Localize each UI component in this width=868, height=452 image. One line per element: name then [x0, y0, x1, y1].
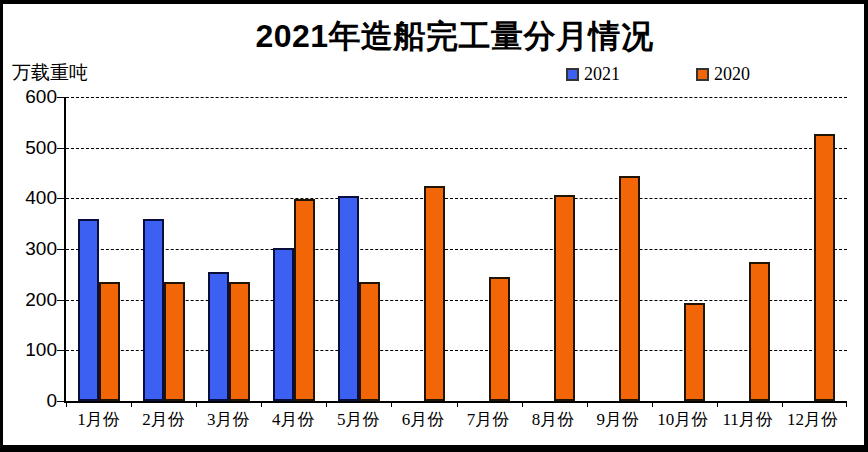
chart-frame: 2021年造船完工量分月情况 万载重吨 2021 2020 0 100 200 300…	[0, 0, 868, 452]
bar-group-11月份	[717, 97, 782, 401]
bar-group-2月份	[131, 97, 196, 401]
x-tick-mark-2	[196, 402, 197, 407]
y-tick-mark-600	[57, 97, 66, 98]
bar-group-4月份	[261, 97, 326, 401]
bar-group-10月份	[652, 97, 717, 401]
y-tick-mark-300	[57, 249, 66, 250]
x-axis-label-3月份: 3月份	[196, 408, 261, 431]
legend-item-2020: 2020	[696, 64, 750, 85]
bar-2021-1月份	[78, 219, 99, 401]
x-axis-label-6月份: 6月份	[391, 408, 456, 431]
x-tick-mark-4	[326, 402, 327, 407]
x-tick-mark-10	[717, 402, 718, 407]
bar-2020-2月份	[164, 282, 185, 401]
x-axis-label-5月份: 5月份	[326, 408, 391, 431]
y-tick-mark-500	[57, 148, 66, 149]
bar-2020-6月份	[424, 186, 445, 401]
bar-group-6月份	[391, 97, 456, 401]
legend-label-2020: 2020	[714, 64, 750, 85]
x-axis-label-4月份: 4月份	[261, 408, 326, 431]
bar-group-7月份	[456, 97, 521, 401]
x-axis-label-2月份: 2月份	[131, 408, 196, 431]
x-tick-mark-5	[391, 402, 392, 407]
bar-2020-11月份	[749, 262, 770, 401]
y-tick-label-400: 400	[9, 187, 57, 209]
y-tick-label-0: 0	[9, 390, 57, 412]
x-axis-label-1月份: 1月份	[66, 408, 131, 431]
x-tick-mark-8	[587, 402, 588, 407]
legend-swatch-2021-icon	[566, 68, 579, 81]
y-tick-label-500: 500	[9, 137, 57, 159]
legend-item-2021: 2021	[566, 64, 620, 85]
x-tick-mark-3	[261, 402, 262, 407]
y-tick-mark-200	[57, 300, 66, 301]
chart-title: 2021年造船完工量分月情况	[64, 15, 845, 59]
x-axis-label-10月份: 10月份	[650, 408, 715, 431]
x-tick-mark-1	[131, 402, 132, 407]
y-tick-mark-400	[57, 198, 66, 199]
y-tick-label-300: 300	[9, 238, 57, 260]
bar-group-9月份	[587, 97, 652, 401]
y-axis-unit-label: 万载重吨	[12, 60, 88, 86]
x-axis-label-7月份: 7月份	[456, 408, 521, 431]
x-axis-label-9月份: 9月份	[585, 408, 650, 431]
bar-2020-1月份	[99, 282, 120, 401]
x-axis-label-8月份: 8月份	[520, 408, 585, 431]
y-tick-mark-0	[57, 401, 66, 402]
plot-area	[64, 97, 847, 403]
x-tick-mark-6	[457, 402, 458, 407]
bar-2021-4月份	[273, 248, 294, 401]
bar-group-5月份	[326, 97, 391, 401]
x-tick-mark-9	[652, 402, 653, 407]
legend: 2021 2020	[566, 64, 750, 85]
bar-group-12月份	[782, 97, 847, 401]
bar-2021-2月份	[143, 219, 164, 401]
x-tick-mark-0	[66, 402, 67, 407]
bar-2020-7月份	[489, 277, 510, 401]
bar-2020-4月份	[294, 199, 315, 401]
y-tick-label-100: 100	[9, 339, 57, 361]
bar-group-3月份	[196, 97, 261, 401]
legend-swatch-2020-icon	[696, 68, 709, 81]
bar-2020-5月份	[359, 282, 380, 401]
x-axis-labels: 1月份2月份3月份4月份5月份6月份7月份8月份9月份10月份11月份12月份	[66, 408, 845, 431]
bar-slots	[66, 97, 847, 401]
x-axis-label-12月份: 12月份	[780, 408, 845, 431]
y-tick-label-200: 200	[9, 289, 57, 311]
bar-2021-5月份	[338, 196, 359, 401]
bar-2020-9月份	[619, 176, 640, 402]
legend-label-2021: 2021	[584, 64, 620, 85]
x-tick-mark-7	[522, 402, 523, 407]
x-tick-mark-12	[846, 402, 847, 407]
y-tick-mark-100	[57, 350, 66, 351]
bar-group-1月份	[66, 97, 131, 401]
bar-2021-3月份	[208, 272, 229, 401]
bar-2020-3月份	[229, 282, 250, 401]
x-tick-mark-11	[782, 402, 783, 407]
bar-group-8月份	[522, 97, 587, 401]
bar-2020-12月份	[814, 134, 835, 401]
bar-2020-10月份	[684, 303, 705, 401]
bar-2020-8月份	[554, 195, 575, 401]
x-axis-label-11月份: 11月份	[715, 408, 780, 431]
y-tick-label-600: 600	[9, 86, 57, 108]
